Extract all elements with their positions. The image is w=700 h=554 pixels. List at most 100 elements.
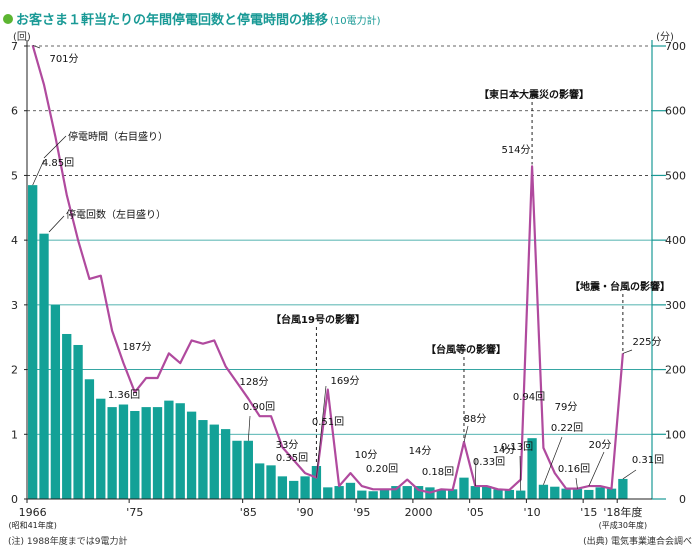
- legend-series-count: 停電回数（左目盛り）: [66, 208, 166, 221]
- label-leader-line: [622, 469, 637, 480]
- minutes-label: 701分: [49, 53, 78, 65]
- legend-leader-line: [43, 135, 67, 159]
- label-leader-line: [474, 457, 477, 487]
- minutes-label: 79分: [555, 401, 578, 413]
- outage-count-bar: [527, 438, 537, 499]
- outage-count-bar: [141, 407, 151, 499]
- chart-title: お客さま１軒当たりの年間停電回数と停電時間の推移 (10電力計): [16, 12, 381, 28]
- minutes-label: 14分: [493, 444, 516, 456]
- outage-count-bar: [413, 486, 424, 499]
- outage-count-bar: [243, 440, 253, 499]
- outage-count-bar: [550, 486, 560, 499]
- x-tick-label: '95: [353, 506, 370, 519]
- outage-count-bar: [504, 489, 515, 499]
- outage-count-bar: [198, 420, 208, 499]
- x-tick-label: 1966: [19, 506, 47, 519]
- y-right-tick-label: 700: [665, 40, 686, 53]
- count-label: 0.16回: [558, 463, 590, 475]
- outage-count-bar: [62, 333, 72, 499]
- outage-count-bar: [311, 465, 322, 499]
- event-label: 【地震・台風の影響】: [570, 280, 670, 293]
- x-tick-label: '75: [126, 506, 143, 519]
- outage-count-bar: [152, 407, 163, 499]
- outage-count-bar: [357, 490, 367, 499]
- y-left-tick-label: 6: [11, 105, 18, 118]
- outage-count-bar: [84, 379, 95, 499]
- outage-count-bar: [39, 233, 49, 499]
- legend-series-minutes: 停電時間（右目盛り）: [68, 130, 168, 143]
- note-right: (出典) 電気事業連合会調べ: [583, 535, 692, 547]
- x-tick-label: '85: [240, 506, 257, 519]
- minutes-label: 10分: [355, 449, 378, 461]
- y-right-tick-label: 600: [665, 105, 686, 118]
- count-label: 0.35回: [276, 452, 308, 464]
- y-right-tick-label: 300: [665, 299, 686, 312]
- outage-count-bar: [459, 477, 469, 499]
- bars-layer: [28, 185, 628, 499]
- y-left-tick-label: 4: [11, 234, 18, 247]
- outage-count-bar: [447, 489, 458, 499]
- x-tick-label: '10: [524, 506, 541, 519]
- title-bullet-icon: [3, 14, 13, 24]
- count-label: 0.18回: [422, 466, 454, 478]
- y-right-tick-label: 100: [665, 428, 686, 441]
- legend-leader-line: [48, 215, 65, 233]
- outage-count-bar: [323, 487, 333, 499]
- labels-layer: 【台風19号の影響】【台風等の影響】 【東日本大震災の影響】【地震・台風の影響】 停…: [32, 45, 670, 491]
- minutes-label: 20分: [589, 439, 612, 451]
- minutes-label: 33分: [276, 439, 299, 451]
- label-leader-line: [463, 425, 469, 443]
- y-right-tick-label: 0: [679, 493, 686, 506]
- event-label: 【台風等の影響】: [426, 343, 506, 356]
- count-label: 0.33回: [473, 456, 505, 468]
- label-leader-line: [316, 385, 327, 478]
- minutes-label: 88分: [464, 413, 487, 425]
- outage-count-bar: [107, 407, 117, 499]
- grid-layer: [27, 45, 652, 464]
- outage-count-bar: [232, 440, 242, 499]
- label-leader-line: [622, 349, 633, 354]
- outage-count-bar: [470, 486, 480, 499]
- label-leader-line: [543, 436, 563, 485]
- outage-count-bar: [606, 488, 617, 499]
- outage-minutes-line: [31, 45, 624, 494]
- outage-count-bar: [345, 482, 356, 499]
- outage-count-bar: [96, 398, 106, 499]
- outage-count-bar: [572, 488, 583, 499]
- count-label: 1.36回: [108, 389, 140, 401]
- y-left-tick-label: 3: [11, 299, 18, 312]
- outage-count-bar: [402, 486, 412, 499]
- label-leader-line: [32, 45, 41, 49]
- outage-count-bar: [516, 490, 526, 499]
- y-right-tick-label: 500: [665, 169, 686, 182]
- outage-count-bar: [379, 489, 390, 499]
- minutes-label: 128分: [239, 376, 268, 388]
- y-left-tick-label: 2: [11, 364, 18, 377]
- count-label: 4.85回: [42, 157, 74, 169]
- count-label: 0.20回: [366, 463, 398, 475]
- outage-count-bar: [266, 465, 276, 499]
- outage-count-bar: [493, 489, 503, 499]
- x-subtitle: (平成30年度): [599, 520, 647, 530]
- axes-layer: 0 1 2 3 4 5 6 7 0 100 200 300 400 500 600 700 1966 '75 '85…: [8, 40, 686, 530]
- x-subtitle: (昭和41年度): [8, 520, 56, 530]
- count-label: 0.31回: [632, 454, 664, 466]
- outage-count-bar: [255, 463, 265, 499]
- minutes-label: 514分: [501, 144, 530, 156]
- outage-count-bar: [436, 489, 446, 499]
- outage-count-bar: [584, 489, 594, 499]
- outage-count-bar: [289, 480, 299, 499]
- outage-count-bar: [300, 476, 310, 499]
- label-leader-line: [32, 159, 45, 186]
- x-tick-label: 2000: [405, 506, 433, 519]
- outage-count-bar: [220, 429, 231, 499]
- y-right-tick-label: 200: [665, 364, 686, 377]
- count-label: 0.13回: [501, 441, 533, 453]
- outage-count-bar: [595, 487, 605, 499]
- count-label: 0.22回: [551, 422, 583, 434]
- label-leader-line: [588, 451, 605, 487]
- outage-count-bar: [28, 185, 38, 499]
- outage-count-bar: [618, 478, 628, 499]
